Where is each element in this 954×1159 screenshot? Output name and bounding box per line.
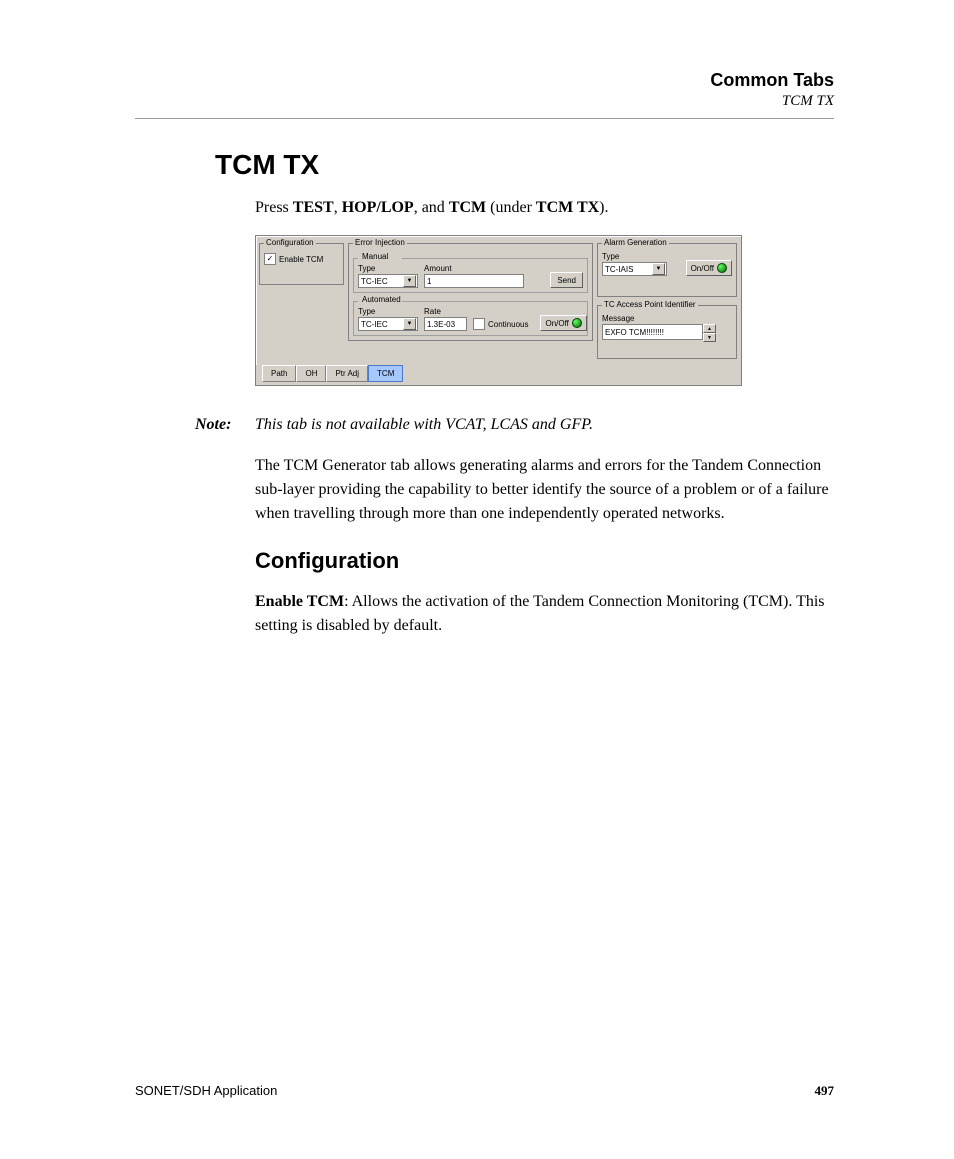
tab-ptr-adj[interactable]: Ptr Adj [326, 365, 368, 382]
automated-type-label: Type [358, 307, 418, 316]
chevron-up-icon: ▲ [703, 324, 716, 333]
tab-bar: Path OH Ptr Adj TCM [256, 365, 741, 385]
note-text: This tab is not available with VCAT, LCA… [255, 416, 593, 434]
manual-type-dropdown[interactable]: TC-IEC ▼ [358, 274, 418, 288]
header-subtitle: TCM TX [135, 93, 834, 110]
alarm-title: Alarm Generation [602, 238, 669, 247]
chevron-down-icon: ▼ [703, 333, 716, 342]
section-title: TCM TX [215, 149, 834, 181]
note: Note: This tab is not available with VCA… [195, 416, 834, 434]
chevron-down-icon: ▼ [403, 318, 416, 330]
led-icon [717, 263, 727, 273]
alarm-type-label: Type [602, 252, 667, 261]
automated-rate-label: Rate [424, 307, 467, 316]
tc-access-point-group: TC Access Point Identifier Message EXFO … [597, 305, 737, 359]
tab-tcm[interactable]: TCM [368, 365, 403, 382]
footer-app-name: SONET/SDH Application [135, 1083, 277, 1099]
intro-text: Press TEST, HOP/LOP, and TCM (under TCM … [255, 199, 834, 217]
tcap-title: TC Access Point Identifier [602, 300, 698, 309]
tcap-message-input[interactable]: EXFO TCM!!!!!!!! [602, 324, 703, 340]
manual-group: Manual Type TC-IEC ▼ Amount 1 [353, 258, 588, 293]
config-paragraph: Enable TCM: Allows the activation of the… [255, 590, 834, 638]
note-label: Note: [195, 416, 245, 434]
description-paragraph: The TCM Generator tab allows generating … [255, 454, 834, 526]
led-icon [572, 318, 582, 328]
configuration-group-title: Configuration [264, 238, 316, 247]
page-footer: SONET/SDH Application 497 [135, 1083, 834, 1099]
automated-rate-input[interactable]: 1.3E-03 [424, 317, 467, 331]
configuration-group: Configuration ✓ Enable TCM [259, 243, 344, 285]
automated-type-dropdown[interactable]: TC-IEC ▼ [358, 317, 418, 331]
alarm-onoff-button[interactable]: On/Off [686, 260, 732, 276]
chevron-down-icon: ▼ [403, 275, 416, 287]
automated-title: Automated [360, 295, 403, 304]
tcap-message-label: Message [602, 314, 732, 323]
alarm-type-dropdown[interactable]: TC-IAIS ▼ [602, 262, 667, 276]
header-title: Common Tabs [135, 70, 834, 91]
error-injection-group: Error Injection Manual Type TC-IEC ▼ [348, 243, 593, 341]
enable-tcm-label: Enable TCM [279, 255, 323, 264]
manual-title: Manual [360, 252, 390, 261]
tab-oh[interactable]: OH [296, 365, 326, 382]
subsection-title: Configuration [255, 548, 834, 574]
manual-amount-input[interactable]: 1 [424, 274, 524, 288]
manual-type-label: Type [358, 264, 418, 273]
footer-page-number: 497 [815, 1083, 835, 1099]
send-button[interactable]: Send [550, 272, 583, 288]
continuous-label: Continuous [488, 320, 528, 329]
alarm-generation-group: Alarm Generation Type TC-IAIS ▼ On/Off [597, 243, 737, 297]
tcap-spinner[interactable]: ▲ ▼ [703, 324, 716, 342]
continuous-checkbox[interactable] [473, 318, 485, 330]
enable-tcm-checkbox-row: ✓ Enable TCM [264, 253, 339, 265]
manual-amount-label: Amount [424, 264, 524, 273]
automated-group: Automated Type TC-IEC ▼ Rate 1.3E-0 [353, 301, 588, 336]
error-injection-title: Error Injection [353, 238, 407, 247]
chevron-down-icon: ▼ [652, 263, 665, 275]
tab-path[interactable]: Path [262, 365, 296, 382]
page-header: Common Tabs TCM TX [135, 70, 834, 119]
automated-onoff-button[interactable]: On/Off [540, 315, 586, 331]
enable-tcm-checkbox[interactable]: ✓ [264, 253, 276, 265]
tcm-panel-screenshot: Configuration ✓ Enable TCM Error Injecti… [255, 235, 742, 386]
